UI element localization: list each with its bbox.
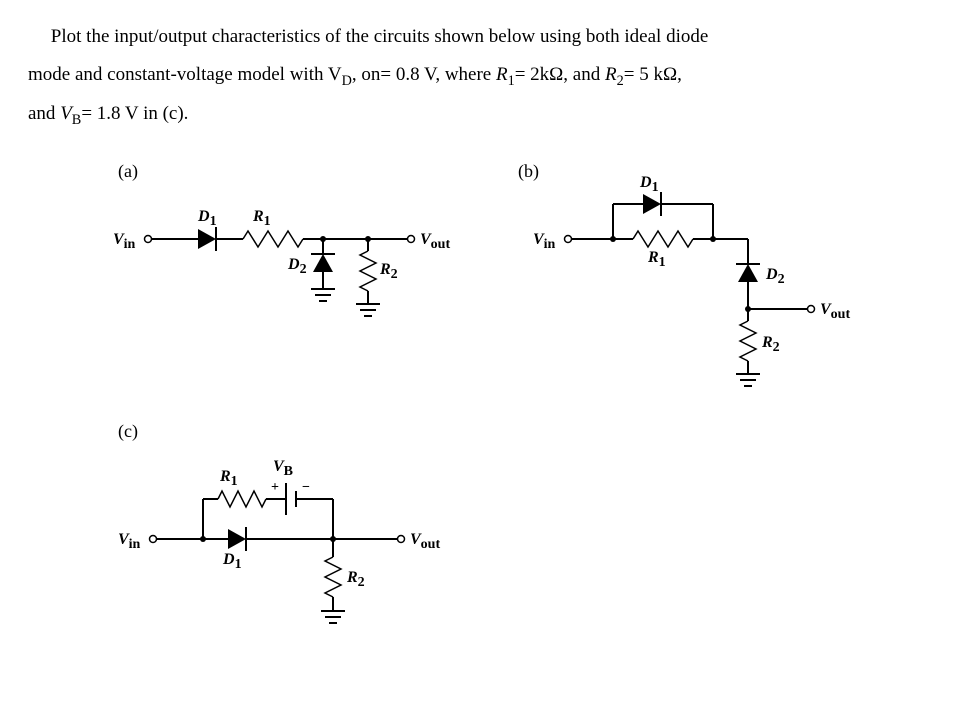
text: = 5 kΩ, — [624, 64, 682, 85]
ground-icon — [736, 374, 760, 386]
resistor-r1 — [243, 231, 303, 247]
terminal-vout — [808, 305, 815, 312]
sub: 2 — [617, 73, 624, 89]
text: R — [605, 64, 617, 85]
label-r2: R2 — [379, 261, 398, 282]
label-vin: Vin — [533, 231, 556, 252]
diode-d1 — [198, 227, 216, 251]
label-d1: D1 — [222, 551, 242, 572]
circuit-a: (a) Vin D1 R1 Vout D2 R2 — [108, 159, 468, 339]
label-vin: Vin — [113, 231, 136, 252]
plus-sign: + — [271, 480, 279, 495]
text: mode and constant-voltage model with V — [28, 64, 342, 85]
sub: D — [342, 73, 352, 89]
diode-d1 — [228, 527, 246, 551]
terminal-vout — [408, 235, 415, 242]
text: V — [60, 103, 72, 124]
label-d2: D2 — [287, 256, 307, 277]
label-r2: R2 — [346, 569, 365, 590]
circuit-c: (c) Vin R1 VB + − D1 Vout R2 — [98, 419, 478, 649]
text: Plot the input/output characteristics of… — [51, 26, 709, 47]
text: and — [28, 103, 60, 124]
terminal-vout — [398, 535, 405, 542]
label-d1: D1 — [197, 208, 217, 229]
terminal-vin — [565, 235, 572, 242]
resistor-r2 — [360, 251, 376, 291]
minus-sign: − — [302, 480, 310, 495]
label-vout: Vout — [820, 301, 850, 322]
label-d2: D2 — [765, 266, 785, 287]
label-r2: R2 — [761, 334, 780, 355]
caption-c: (c) — [118, 421, 138, 442]
diode-d2 — [736, 264, 760, 282]
label-d1: D1 — [639, 174, 659, 195]
figures-area: (a) Vin D1 R1 Vout D2 R2 — [28, 159, 937, 679]
diode-d2 — [311, 254, 335, 272]
text: = 1.8 V in (c). — [81, 103, 188, 124]
sub: B — [72, 112, 82, 128]
prompt-line-1: Plot the input/output characteristics of… — [28, 18, 937, 56]
resistor-r2 — [325, 557, 341, 597]
text: = 2kΩ, and — [515, 64, 605, 85]
ground-icon — [321, 611, 345, 623]
label-r1: R1 — [647, 249, 666, 270]
resistor-r1 — [633, 231, 693, 247]
terminal-vin — [150, 535, 157, 542]
prompt-line-2: mode and constant-voltage model with VD,… — [28, 56, 937, 95]
label-r1: R1 — [252, 208, 271, 229]
label-vin: Vin — [118, 531, 141, 552]
label-vout: Vout — [410, 531, 440, 552]
text: R — [496, 64, 508, 85]
label-vb: VB — [273, 458, 293, 479]
ground-icon — [311, 289, 335, 301]
caption-a: (a) — [118, 161, 138, 182]
text: , on= 0.8 V, where — [352, 64, 496, 85]
circuit-b: (b) Vin D1 R1 D2 Vout R2 — [518, 159, 898, 419]
ground-icon — [356, 304, 380, 316]
prompt-line-3: and VB= 1.8 V in (c). — [28, 95, 937, 134]
resistor-r2 — [740, 321, 756, 361]
sub: 1 — [508, 73, 515, 89]
label-vout: Vout — [420, 231, 450, 252]
terminal-vin — [145, 235, 152, 242]
label-r1: R1 — [219, 468, 238, 489]
resistor-r1 — [218, 491, 266, 507]
battery-vb — [286, 483, 296, 515]
diode-d1 — [643, 192, 661, 216]
caption-b: (b) — [518, 161, 539, 182]
problem-text: Plot the input/output characteristics of… — [28, 18, 937, 135]
